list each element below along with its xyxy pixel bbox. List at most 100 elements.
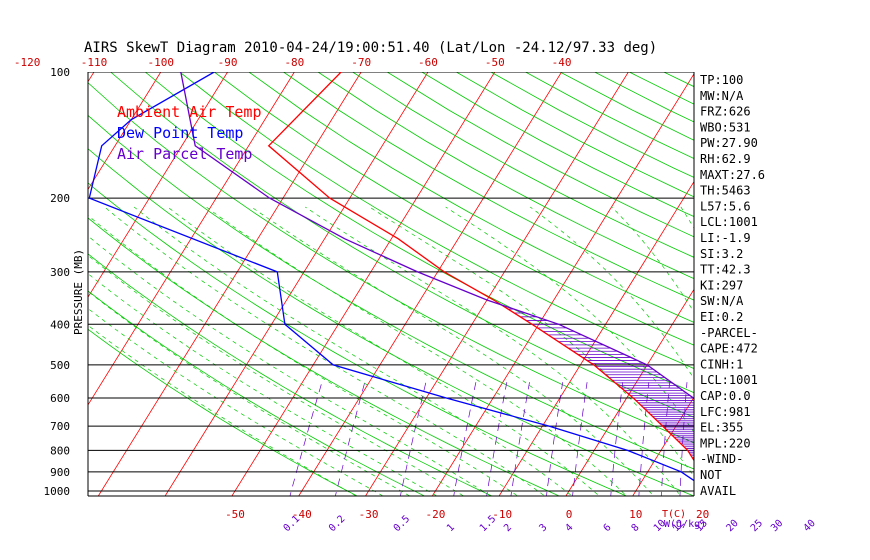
moist-adiabat-line [167,206,600,496]
x-top-tick-label: -40 [552,56,572,69]
dry-adiabat-line [88,182,627,496]
stats-label: LCL:1001 [700,215,758,229]
moist-adiabat-line [88,214,519,496]
x-axis-unit-label: T(C) [662,509,686,520]
mixing-ratio-line [335,382,366,496]
mixing-ratio-tick-label: 0.2 [327,514,348,535]
dry-adiabat-line [352,72,694,258]
stats-label: CINH:1 [700,357,743,371]
moist-adiabat-line [206,206,627,496]
chart-legend: Ambient Air Temp Dew Point Temp Air Parcel… [117,103,262,163]
stats-label: TT:42.3 [700,263,751,277]
stats-label: SI:3.2 [700,247,743,261]
x-top-tick-label: -110 [81,56,108,69]
stats-label: WBO:531 [700,120,751,134]
pressure-tick-label: 500 [50,359,70,372]
x-bottom-tick-label: -10 [492,508,512,521]
dry-adiabat-line [837,72,870,496]
moist-adiabat-line [88,308,384,496]
dry-adiabat-line [386,72,694,238]
mixing-ratio-tick-label: 2 [502,522,514,534]
dry-adiabat-line [179,72,694,369]
stats-label: -PARCEL- [700,326,758,340]
stats-label: TH:5463 [700,184,751,198]
dry-adiabat-line [768,72,870,496]
mixing-ratio-tick-label: 30 [769,518,785,534]
stats-label: KI:297 [700,278,743,292]
dry-adiabat-line [317,72,694,280]
pressure-tick-label: 600 [50,392,70,405]
mixing-ratio-line [610,382,624,496]
x-bottom-tick-label: -50 [225,508,245,521]
isotherm-line [88,72,162,191]
stats-label: CAP:0.0 [700,389,751,403]
pressure-tick-label: 100 [50,66,70,79]
x-bottom-tick-label: -40 [292,508,312,521]
mixing-ratio-tick-label: 3 [537,522,549,534]
stats-label: PW:27.90 [700,136,758,150]
series-line-dew-point-temp [88,72,694,482]
mixing-ratio-line [778,382,779,500]
isotherm-line [833,72,870,496]
chart-grid [88,72,870,500]
moist-adiabat-line [88,254,465,496]
stats-label: MPL:220 [700,436,751,450]
mixing-ratio-line [289,382,323,496]
stats-label: FRZ:626 [700,105,751,119]
series-line-ambient-air-temp [267,72,694,462]
moist-adiabat-line [445,206,694,433]
isotherm-line [164,72,429,496]
mixing-ratio-unit-label: W(g/kg) [664,519,706,530]
stats-label: L57:5.6 [700,199,751,213]
stats-label: MAXT:27.6 [700,168,765,182]
stats-label: AVAIL [700,484,736,498]
chart-title: AIRS SkewT Diagram 2010-04-24/19:00:51.4… [84,40,657,56]
moist-adiabat-line [104,206,546,496]
mixing-ratio-tick-label: 8 [630,522,642,534]
x-bottom-tick-label: -30 [359,508,379,521]
stats-label: NOT [700,468,722,482]
dry-adiabat-line [88,114,694,470]
stats-label: EL:355 [700,421,743,435]
mixing-ratio-line [758,382,760,500]
isotherm-line [431,73,694,496]
dry-adiabat-line [88,148,694,496]
mixing-ratio-line [546,382,564,496]
isotherm-line [365,72,629,496]
pressure-tick-label: 200 [50,192,70,205]
stats-label: RH:62.9 [700,152,751,166]
pressure-tick-label: 900 [50,466,70,479]
mixing-ratio-line [486,382,508,496]
dry-adiabat-line [144,72,694,394]
mixing-ratio-tick-label: 4 [563,522,575,534]
dry-adiabat-line [525,72,694,160]
moist-adiabat-line [88,273,438,496]
mixing-ratio-line [510,382,530,496]
pressure-tick-label: 400 [50,318,70,331]
legend-entry: Dew Point Temp [117,124,243,142]
dry-adiabat-line [88,328,358,496]
mixing-ratio-tick-label: 25 [749,518,765,534]
dry-adiabat-line [456,72,694,198]
stats-label: TP:100 [700,73,743,87]
pressure-tick-label: 300 [50,266,70,279]
dry-adiabat-line [88,290,425,496]
isotherm-line [88,72,228,298]
dry-adiabat-line [802,72,870,496]
x-bottom-tick-label: 0 [566,508,573,521]
y-axis-label: PRESSURE (MB) [72,249,85,335]
isotherm-line [498,180,694,496]
x-bottom-tick-label: 20 [696,508,709,521]
legend-entry: Air Parcel Temp [117,145,252,163]
stats-label: LI:-1.9 [700,231,751,245]
moist-adiabat-line [305,206,682,496]
moist-adiabat-line [611,206,694,313]
x-top-tick-label: -50 [485,56,505,69]
pressure-tick-label: 800 [50,444,70,457]
moist-adiabat-line [133,206,573,496]
moist-adiabat-line [369,206,694,477]
isotherm-line [97,72,362,496]
stats-label: LFC:981 [700,405,751,419]
stats-label: CAPE:472 [700,342,758,356]
